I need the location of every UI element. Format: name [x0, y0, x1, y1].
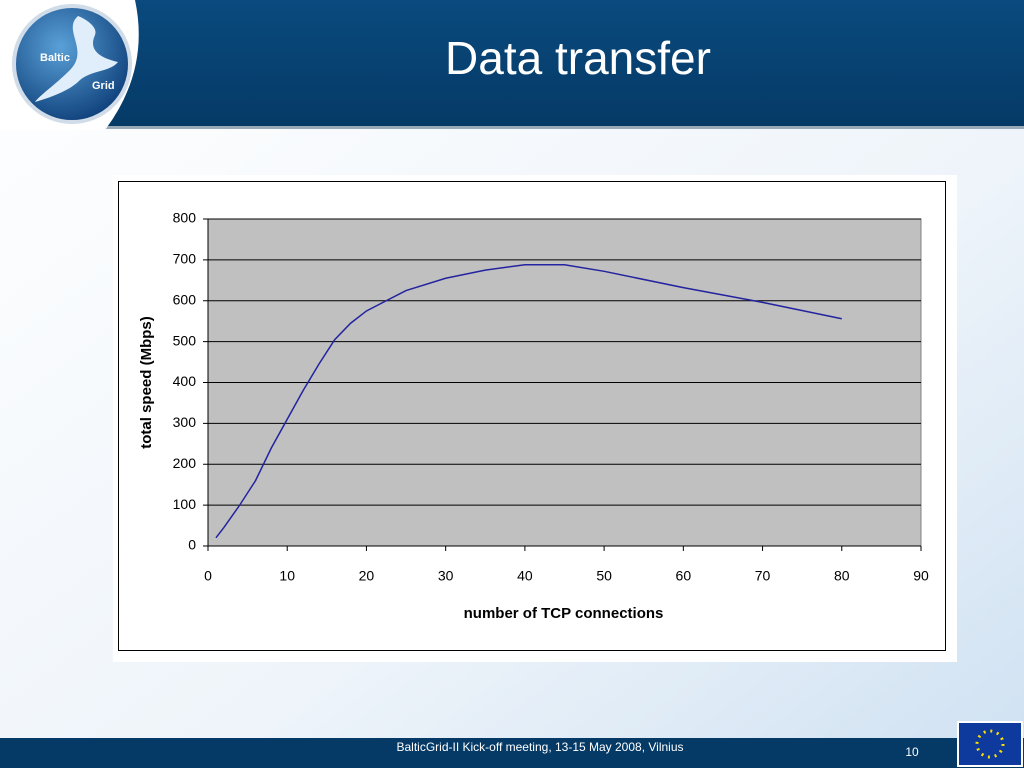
logo-circle	[12, 4, 132, 124]
y-tick-label: 800	[173, 210, 197, 226]
y-tick-label: 100	[173, 496, 197, 512]
page-number: 10	[905, 745, 919, 759]
logo-shape	[35, 16, 118, 102]
x-tick-label: 90	[913, 568, 929, 584]
x-axis-label: number of TCP connections	[464, 605, 664, 622]
y-tick-label: 0	[188, 537, 196, 553]
chart: 0 100 200 300 400 500 600 700 800 0 10 20 30 40 50 60 70…	[138, 210, 929, 622]
x-tick-label: 40	[517, 568, 533, 584]
header-bar	[0, 0, 1024, 126]
y-tick-label: 300	[173, 414, 197, 430]
x-tick-label: 60	[676, 568, 692, 584]
header-rule	[0, 126, 1024, 129]
x-tick-label: 20	[359, 568, 375, 584]
y-tick-label: 500	[173, 332, 197, 348]
x-tick-label: 50	[596, 568, 612, 584]
data-line	[215, 264, 842, 539]
y-tick-label: 400	[173, 373, 197, 389]
x-tick-label: 0	[204, 568, 212, 584]
footer-bar	[0, 738, 1024, 768]
x-tick-label: 10	[279, 568, 295, 584]
eu-stars	[975, 729, 1005, 759]
chart-border	[118, 181, 946, 651]
y-tick-label: 700	[173, 251, 197, 267]
y-tick-label: 200	[173, 455, 197, 471]
logo-text: Baltic	[40, 52, 70, 64]
slide-title: Data transfer	[445, 32, 711, 84]
x-tick-label: 70	[755, 568, 771, 584]
logo-text: Grid	[92, 80, 115, 92]
y-tick-label: 600	[173, 291, 197, 307]
x-tick-label: 30	[438, 568, 454, 584]
footer-text: BalticGrid-II Kick-off meeting, 13-15 Ma…	[396, 740, 683, 754]
x-tick-label: 80	[834, 568, 850, 584]
eu-flag	[957, 721, 1023, 767]
y-axis-label: total speed (Mbps)	[138, 316, 155, 449]
